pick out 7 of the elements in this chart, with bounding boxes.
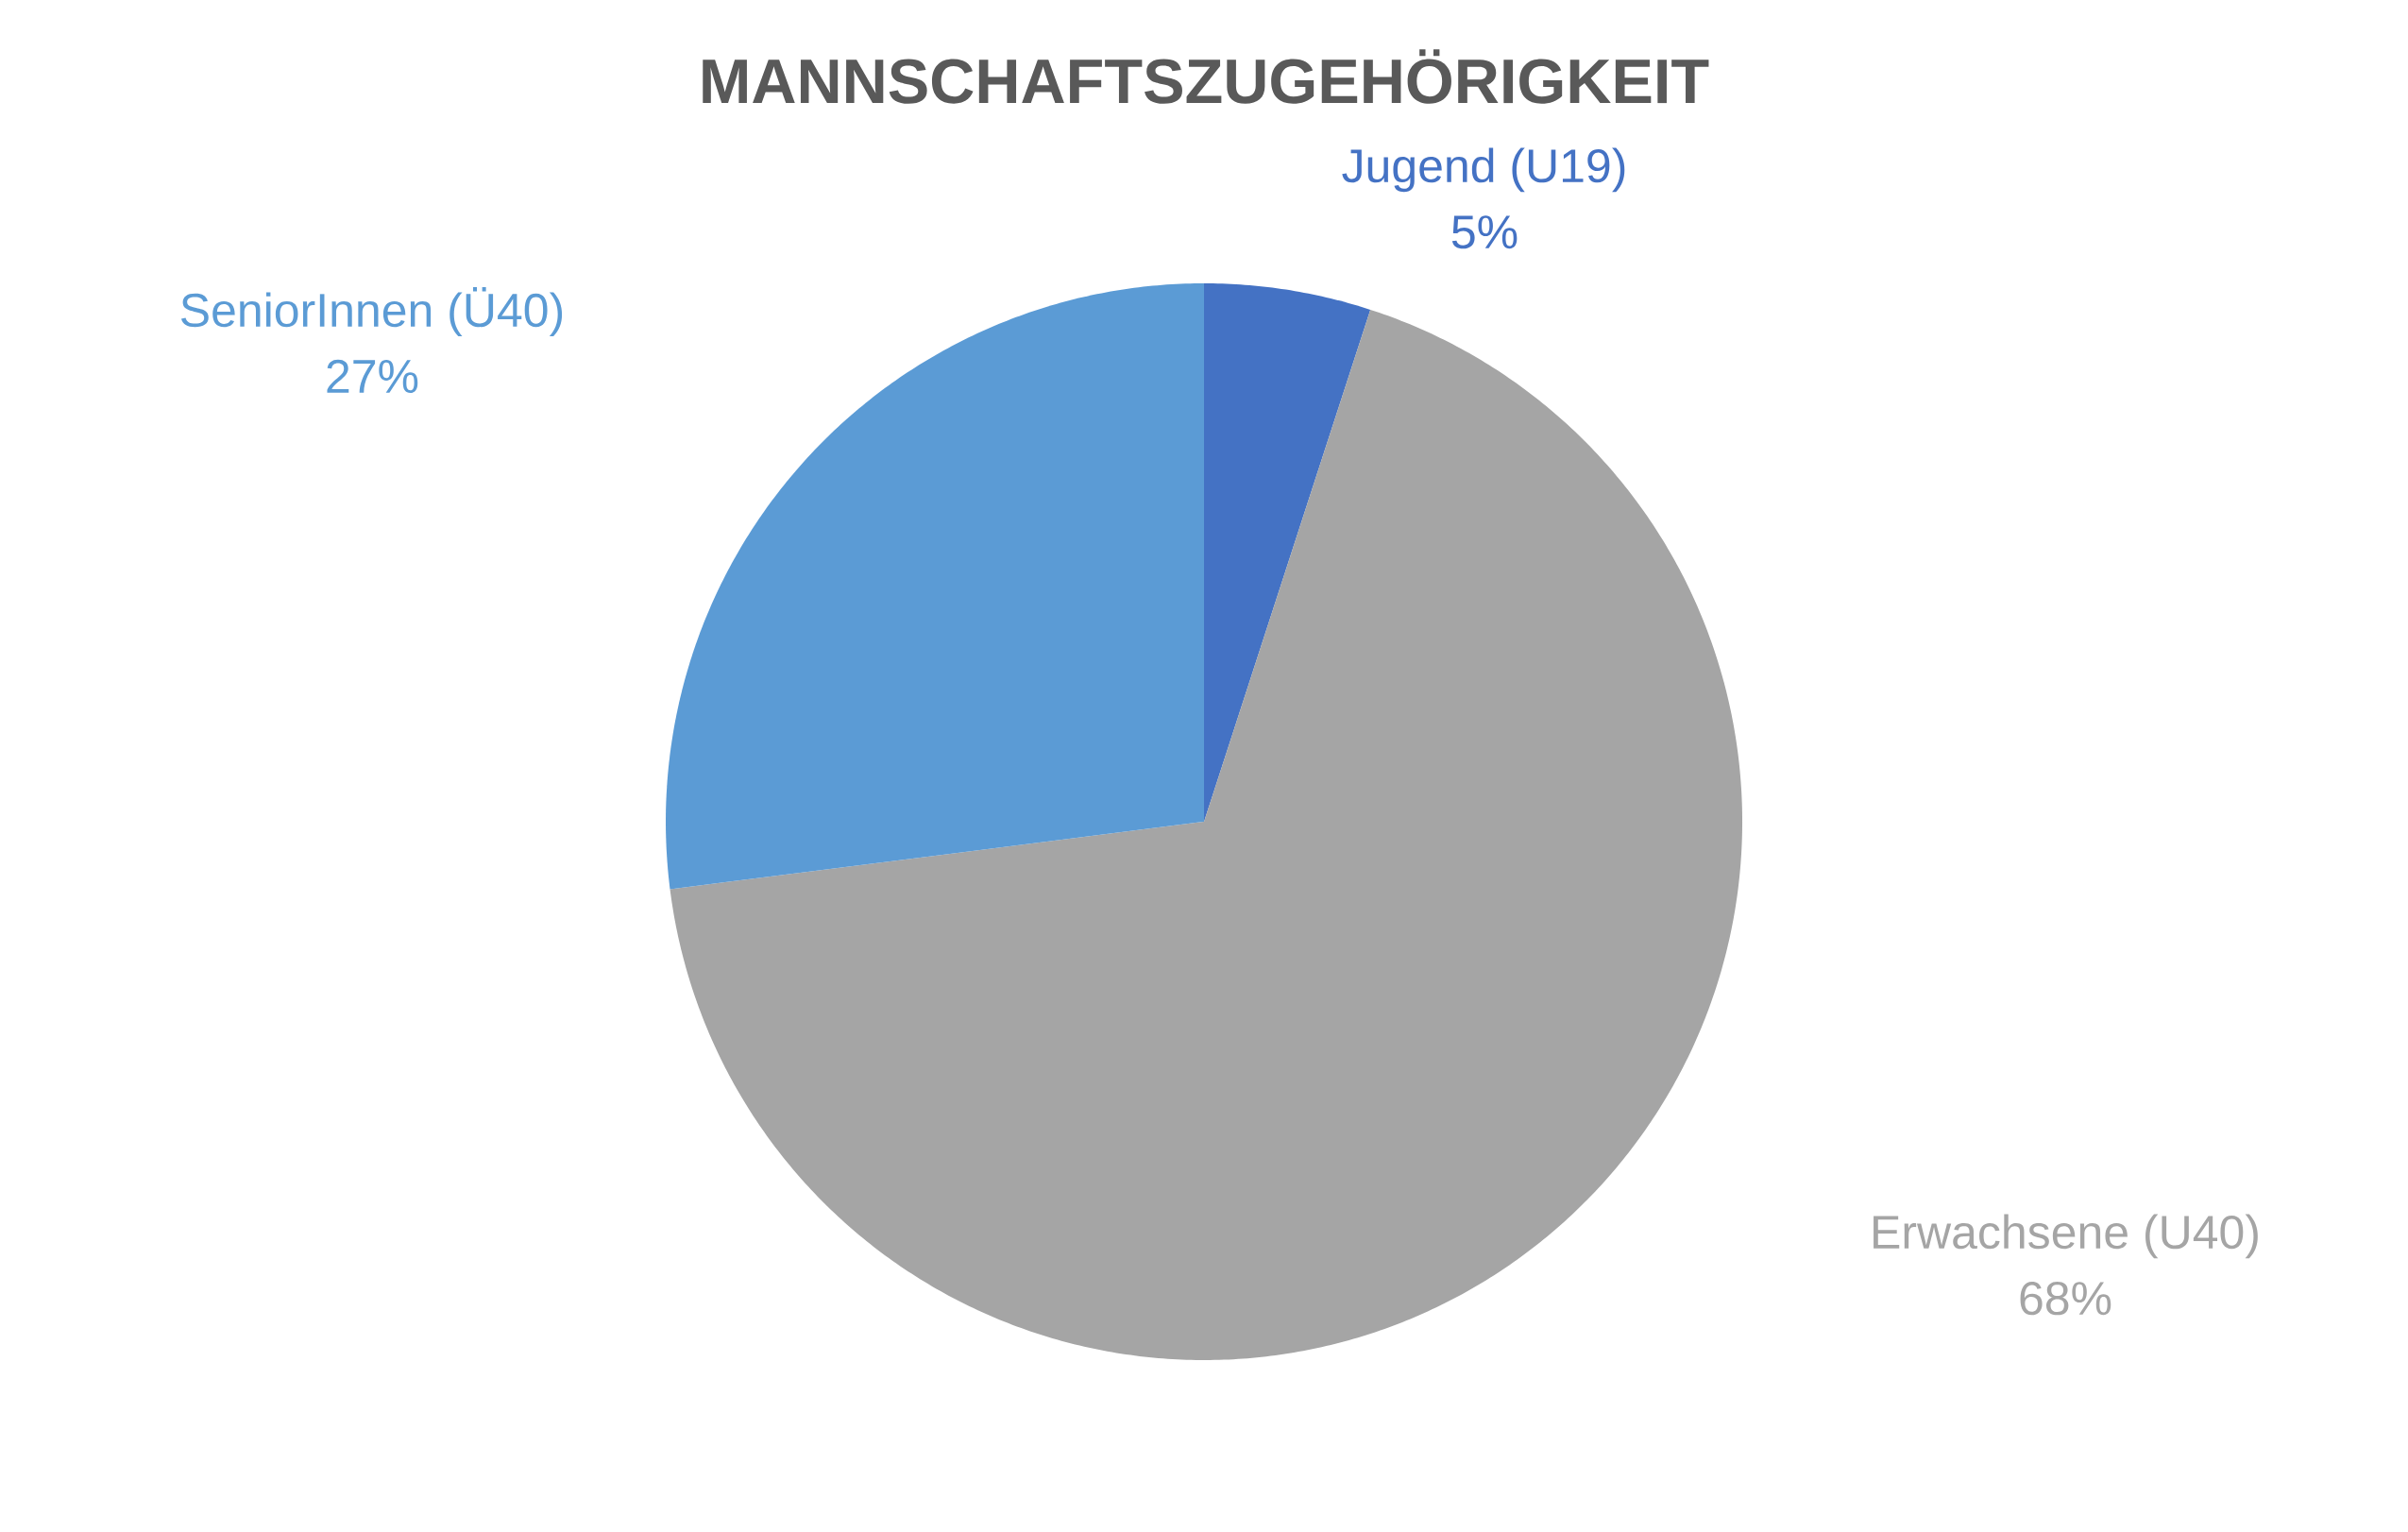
- data-label: 27%: [327, 359, 418, 394]
- slice-label: Erwachsene (U40): [1874, 1214, 2258, 1259]
- data-label: 68%: [2020, 1281, 2111, 1316]
- data-label: 5%: [1451, 215, 1518, 249]
- slice-label: SeniorInnen (Ü40): [180, 286, 563, 337]
- slice-label: Jugend (U19): [1342, 147, 1625, 193]
- chart-title: MANNSCHAFTSZUGEHÖRIGKEIT: [703, 49, 1709, 104]
